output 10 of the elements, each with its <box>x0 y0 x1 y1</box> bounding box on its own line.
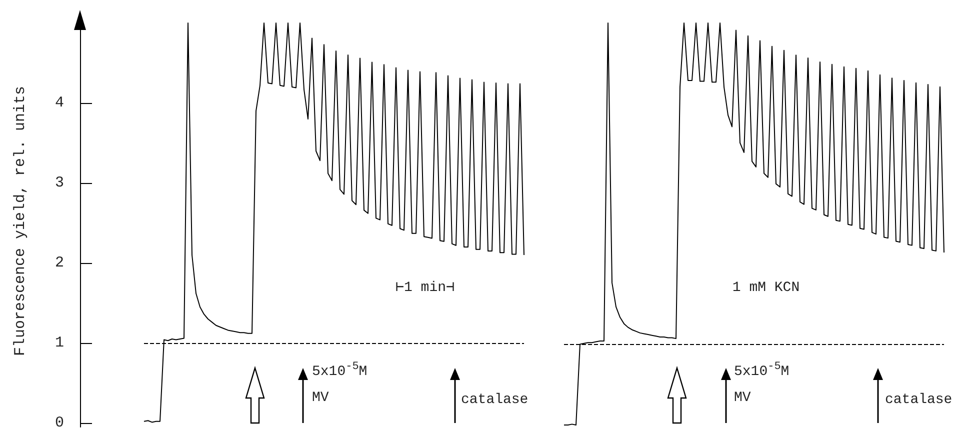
annotation: catalase <box>461 392 528 408</box>
annotation: ⊢1 min⊣ <box>396 280 454 296</box>
y-axis-title: Fluorescence yield, rel. units <box>12 86 29 356</box>
y-tick-label: 4 <box>54 94 64 112</box>
annotation: catalase <box>885 392 952 408</box>
annotation: 1 mM KCN <box>732 280 800 296</box>
y-tick-label: 1 <box>54 334 64 352</box>
y-tick-label: 3 <box>54 174 64 192</box>
y-tick-label: 2 <box>54 254 64 272</box>
y-tick-label: 0 <box>54 414 64 431</box>
